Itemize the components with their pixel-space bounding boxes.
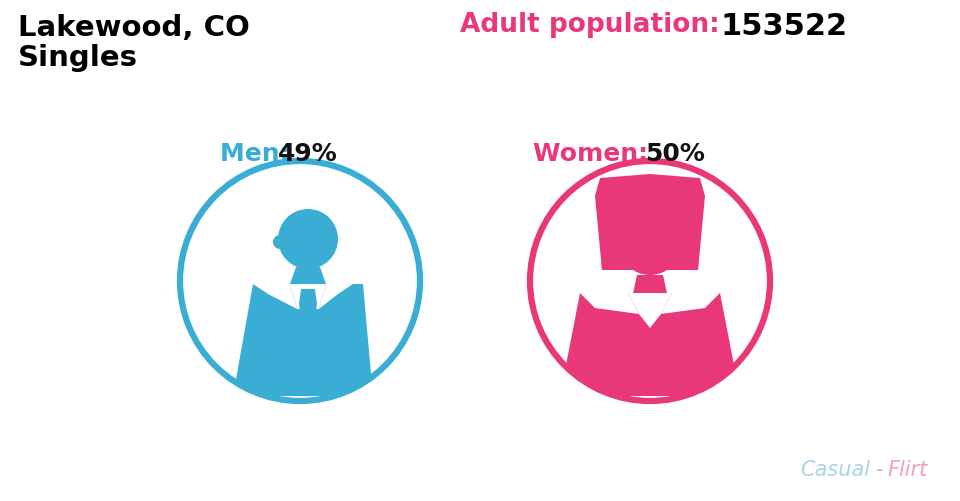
Text: Singles: Singles	[18, 44, 138, 72]
Text: Lakewood, CO: Lakewood, CO	[18, 14, 250, 42]
Circle shape	[278, 209, 338, 270]
Text: Casual: Casual	[800, 459, 870, 479]
Text: 153522: 153522	[720, 12, 847, 41]
Polygon shape	[633, 276, 667, 294]
Text: Flirt: Flirt	[887, 459, 927, 479]
Circle shape	[273, 235, 287, 249]
Text: Adult population:: Adult population:	[460, 12, 729, 38]
Polygon shape	[290, 285, 326, 310]
Circle shape	[180, 162, 420, 401]
Polygon shape	[595, 175, 705, 271]
Polygon shape	[319, 285, 353, 310]
Polygon shape	[290, 268, 326, 285]
Polygon shape	[598, 196, 702, 271]
Circle shape	[622, 215, 678, 272]
Text: 49%: 49%	[278, 142, 338, 166]
Polygon shape	[233, 285, 373, 396]
Text: Men:: Men:	[220, 142, 299, 166]
Polygon shape	[299, 290, 317, 344]
Polygon shape	[628, 294, 672, 328]
Circle shape	[618, 211, 682, 276]
Polygon shape	[661, 294, 720, 314]
Text: 50%: 50%	[645, 142, 705, 166]
Text: Women:: Women:	[533, 142, 657, 166]
Text: -: -	[876, 459, 883, 479]
Circle shape	[530, 162, 770, 401]
Polygon shape	[253, 285, 298, 310]
Polygon shape	[560, 294, 740, 396]
Polygon shape	[580, 294, 639, 314]
